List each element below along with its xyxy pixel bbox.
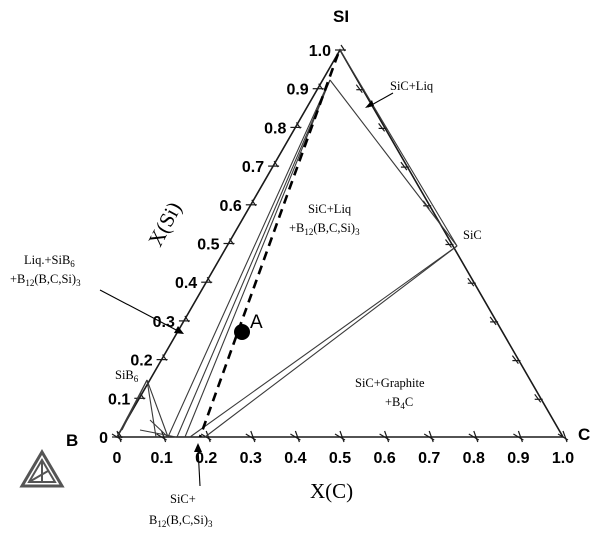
left-tick-label: 0 (99, 430, 108, 447)
left-axis-numbers: 0 0.1 0.2 0.3 0.4 0.5 0.6 0.7 0.8 0.9 1.0 (99, 43, 331, 447)
bottom-tick-mark (290, 430, 301, 443)
left-tick-label: 0.7 (242, 159, 264, 176)
sib6-edge (116, 379, 148, 438)
region-sic-liq-label: SiC+Liq (390, 79, 434, 93)
region-sic-b12-line1: SiC+ (170, 492, 196, 506)
region-sic-liq-b12-line1: SiC+Liq (308, 202, 352, 216)
bottom-tick-label: 0.7 (418, 450, 440, 467)
b-corner-tie-2 (139, 429, 177, 438)
right-tick-mark (400, 161, 409, 171)
left-tick-mark (268, 160, 280, 168)
bottom-tick-label: 1.0 (552, 450, 574, 467)
left-tick-label: 0.8 (264, 120, 286, 137)
x-c-axis-title: X(C) (310, 479, 353, 503)
region-liq-sib6-arrowhead (174, 326, 184, 334)
point-a-label: A (250, 312, 263, 333)
bottom-tick-mark (513, 430, 524, 443)
bottom-tick-label: 0 (113, 450, 122, 467)
region-sic-b12-line2: B12(B,C,Si)3 (149, 513, 213, 529)
liquidus-line-sic (339, 49, 458, 247)
region-liq-sib6-arrow (99, 289, 181, 333)
liq-b12-boundary-1 (176, 79, 331, 438)
region-sic-liq-arrowhead (365, 100, 374, 108)
bottom-tick-label: 0.6 (373, 450, 395, 467)
b-corner-tie-1 (149, 419, 169, 438)
left-tick-mark (290, 122, 302, 129)
bottom-tick-mark (200, 430, 212, 443)
corner-si-label: SI (333, 7, 349, 26)
right-tick-mark (355, 84, 365, 94)
corner-b-label: B (66, 431, 78, 450)
left-tick-label: 0.2 (130, 353, 152, 370)
right-tick-mark (378, 123, 387, 132)
bottom-tick-mark (245, 430, 257, 443)
left-tick-mark (178, 315, 190, 323)
right-tick-mark (489, 316, 499, 326)
right-tick-mark (445, 239, 454, 248)
right-tick-mark (467, 277, 476, 287)
region-sic-b12-arrowhead (194, 443, 202, 452)
sib6-tie-line-2 (146, 379, 157, 438)
x-si-axis-title: X(Si) (143, 198, 186, 250)
left-tick-mark (223, 238, 235, 245)
sic-b12-tie-line-1 (189, 245, 458, 438)
phase-sic-label: SiC (463, 228, 482, 242)
left-tick-label: 0.5 (197, 237, 219, 254)
bottom-tick-mark (156, 430, 167, 443)
bottom-tick-label: 0.8 (463, 450, 485, 467)
bottom-tick-label: 0.9 (507, 450, 529, 467)
right-tick-mark (534, 393, 543, 403)
sib6-tie-line-1 (146, 379, 169, 438)
isopleth-dashed-line (198, 53, 340, 438)
corner-c-label: C (578, 425, 590, 444)
left-tick-mark (245, 199, 257, 207)
bottom-tick-mark (423, 430, 435, 443)
left-tick-label: 0.6 (220, 198, 242, 215)
region-sic-liq-b12-line2: +B12(B,C,Si)3 (289, 221, 360, 237)
left-tick-label: 0.3 (153, 314, 175, 331)
right-axis-ticks (355, 84, 543, 403)
bottom-tick-label: 0.1 (150, 450, 172, 467)
bottom-tick-label: 0.2 (195, 450, 217, 467)
bottom-tick-mark (334, 430, 346, 443)
liq-b12-boundary-2 (184, 79, 331, 438)
region-sic-b12-arrow (197, 447, 201, 487)
left-tick-mark (134, 392, 146, 400)
left-tick-mark (312, 83, 324, 91)
left-tick-mark (156, 354, 168, 361)
thermo-calc-logo-icon (19, 449, 65, 488)
phase-sib6-label: SiB6 (115, 368, 139, 384)
bottom-tick-mark (468, 430, 480, 443)
left-tick-label: 0.9 (286, 82, 308, 99)
phase-boundaries (116, 49, 458, 438)
left-tick-mark (201, 276, 213, 284)
bottom-axis-numbers: 0 0.1 0.2 0.3 0.4 0.5 0.6 0.7 0.8 0.9 1.0 (113, 450, 575, 467)
region-liq-sib6-line1: Liq.+SiB6 (24, 253, 75, 269)
left-tick-label: 0.4 (175, 275, 197, 292)
liq-b12-boundary-3 (167, 89, 326, 438)
bottom-tick-mark (379, 430, 390, 443)
triangle-outline (115, 48, 565, 438)
bottom-tick-label: 0.4 (284, 450, 306, 467)
left-axis-ticks (112, 44, 346, 439)
sic-b12-tie-line-2 (204, 245, 458, 438)
left-tick-label: 0.1 (108, 391, 130, 408)
right-tick-mark (511, 355, 521, 364)
bottom-axis-ticks (111, 430, 569, 443)
region-sic-graphite-line2: +B4C (385, 395, 413, 411)
left-tick-label: 1.0 (309, 43, 331, 60)
region-sic-graphite-line1: SiC+Graphite (355, 376, 425, 390)
bottom-tick-mark (557, 430, 569, 443)
point-a-marker (234, 324, 250, 340)
bottom-tick-label: 0.5 (329, 450, 351, 467)
region-liq-sib6-line2: +B12(B,C,Si)3 (10, 272, 81, 288)
sic-liq-tie-line (329, 79, 458, 247)
bottom-tick-label: 0.3 (240, 450, 262, 467)
